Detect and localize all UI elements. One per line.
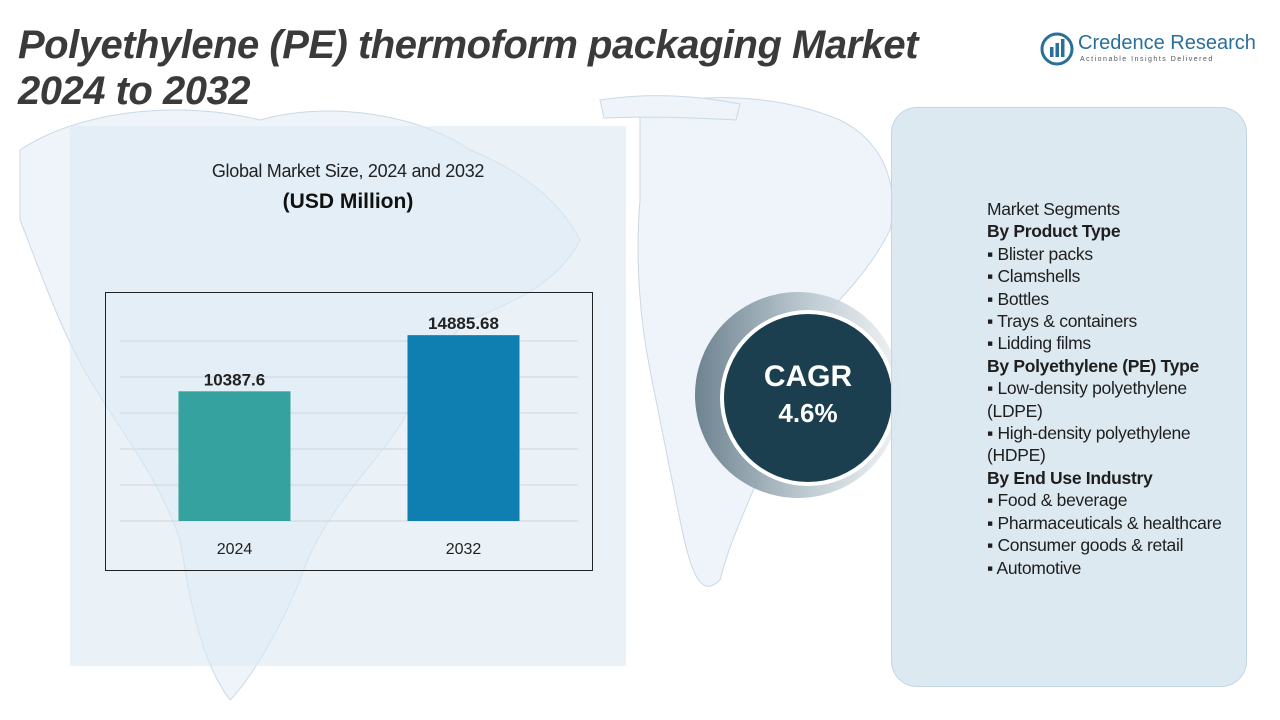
segment-item: ▪ Lidding films (987, 333, 1091, 354)
cagr-label: CAGR (763, 360, 853, 393)
market-segments-list: Market Segments By Product Type ▪ Bliste… (987, 198, 1245, 579)
chart-title: Global Market Size, 2024 and 2032 (211, 161, 485, 181)
bar-2024 (178, 391, 291, 521)
logo-icon (1040, 32, 1074, 66)
segment-item: ▪ High-density polyethylene (HDPE) (987, 423, 1191, 466)
bar-value-label: 14885.68 (428, 314, 499, 333)
segment-item: ▪ Low-density polyethylene (LDPE) (987, 378, 1187, 421)
logo-brand-text: Credence Research (1078, 32, 1256, 54)
segment-item: ▪ Trays & containers (987, 311, 1137, 332)
segment-group-title: By Polyethylene (PE) Type (987, 355, 1199, 376)
segment-item: ▪ Automotive (987, 557, 1082, 578)
credence-research-logo: Credence Research Actionable Insights De… (1040, 30, 1260, 70)
segment-group-title: By End Use Industry (987, 467, 1153, 488)
segment-group-title: By Product Type (987, 221, 1121, 242)
title-line-1: Polyethylene (PE) thermoform packaging M… (18, 23, 918, 67)
cagr-ring (695, 292, 901, 498)
segment-item: ▪ Pharmaceuticals & healthcare (987, 512, 1222, 533)
bar-chart: 10387.6 2024 14885.68 2032 (105, 292, 593, 571)
segment-item: ▪ Bottles (987, 288, 1049, 309)
bar-chart-svg: 10387.6 2024 14885.68 2032 (120, 314, 578, 558)
chart-subtitle: (USD Million) (282, 190, 414, 213)
page-title: Polyethylene (PE) thermoform packaging M… (18, 22, 918, 114)
x-tick-label: 2024 (217, 541, 253, 558)
segment-item: ▪ Consumer goods & retail (987, 535, 1184, 556)
segments-panel (891, 107, 1247, 687)
bar-value-label: 10387.6 (204, 370, 265, 389)
logo-tagline: Actionable Insights Delivered (1080, 56, 1214, 63)
x-tick-label: 2032 (446, 541, 482, 558)
segments-heading: Market Segments (987, 199, 1120, 219)
segment-item: ▪ Food & beverage (987, 490, 1128, 511)
title-line-2: 2024 to 2032 (18, 69, 250, 113)
bar-2032 (407, 335, 520, 521)
segment-item: ▪ Blister packs (987, 243, 1093, 264)
chart-panel (70, 126, 626, 666)
cagr-value: 4.6% (778, 398, 838, 428)
segment-item: ▪ Clamshells (987, 266, 1081, 287)
